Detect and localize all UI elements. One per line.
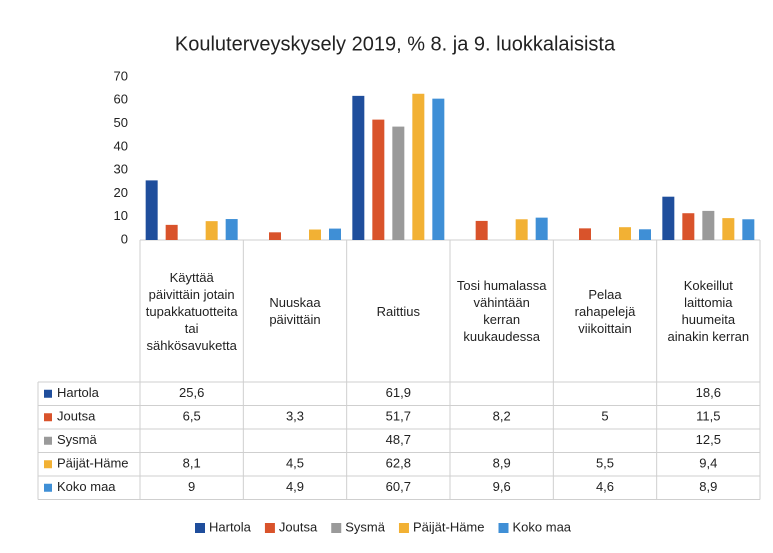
legend-label: Joutsa xyxy=(279,519,318,534)
row-header: Hartola xyxy=(57,385,100,400)
bar xyxy=(619,227,631,240)
legend-swatch xyxy=(264,523,275,533)
legend-swatch xyxy=(498,523,509,533)
table-cell: 8,1 xyxy=(183,456,201,471)
category-label: Raittius xyxy=(376,303,420,319)
bar xyxy=(269,232,281,240)
table-cell: 12,5 xyxy=(696,432,721,447)
bar xyxy=(225,219,238,240)
table-cell: 9 xyxy=(188,479,195,494)
legend-label: Päijät-Häme xyxy=(413,519,485,534)
bar xyxy=(205,221,218,240)
bar xyxy=(579,228,591,240)
bar xyxy=(515,219,528,240)
y-tick-label: 10 xyxy=(114,208,128,223)
bar xyxy=(662,196,675,240)
table-cell: 25,6 xyxy=(179,385,204,400)
table-cell: 5 xyxy=(601,409,608,424)
table-cell: 4,9 xyxy=(286,479,304,494)
y-tick-label: 20 xyxy=(114,185,128,200)
bar xyxy=(535,217,548,240)
y-tick-label: 70 xyxy=(114,68,128,83)
category-label: Kokeillut laittomia huumeita ainakin ker… xyxy=(667,278,750,344)
table-cell: 3,3 xyxy=(286,409,304,424)
bar xyxy=(682,213,695,240)
bar xyxy=(412,93,425,240)
legend-swatch xyxy=(398,523,409,533)
category-label: Pelaa rahapelejä viikoittain xyxy=(574,286,636,336)
bar xyxy=(639,229,651,240)
table-cell: 4,6 xyxy=(596,479,614,494)
table-cell: 9,6 xyxy=(493,479,511,494)
table-cell: 4,5 xyxy=(286,456,304,471)
legend-label: Hartola xyxy=(209,519,252,534)
legend-swatch xyxy=(331,523,342,533)
category-label: Käyttää päivittäin jotain tupakkatuottei… xyxy=(145,269,238,353)
y-tick-label: 0 xyxy=(121,231,128,246)
legend-swatch xyxy=(195,523,205,533)
bar xyxy=(722,218,735,240)
y-tick-label: 40 xyxy=(114,138,128,153)
legend-swatch xyxy=(44,436,52,445)
legend-label: Sysmä xyxy=(345,519,386,534)
bar xyxy=(329,228,341,240)
legend-swatch xyxy=(44,413,52,422)
bar xyxy=(742,219,755,240)
legend-label: Koko maa xyxy=(513,519,572,534)
bar xyxy=(372,119,385,240)
table-cell: 11,5 xyxy=(696,409,720,424)
legend-swatch xyxy=(44,460,52,469)
table-cell: 61,9 xyxy=(386,385,411,400)
bar xyxy=(352,95,365,241)
y-tick-label: 50 xyxy=(114,115,128,130)
table-cell: 48,7 xyxy=(386,432,411,447)
table-cell: 51,7 xyxy=(386,409,411,424)
table-cell: 6,5 xyxy=(183,409,201,424)
bar xyxy=(475,220,488,240)
table-cell: 5,5 xyxy=(596,456,614,471)
bar xyxy=(309,229,321,240)
bar xyxy=(432,98,445,240)
row-header: Sysmä xyxy=(57,432,98,447)
table-cell: 62,8 xyxy=(386,456,411,471)
bar xyxy=(702,210,715,240)
category-label: Tosi humalassa vähintään kerran kuukaude… xyxy=(456,278,547,344)
bar xyxy=(392,126,405,240)
table-cell: 18,6 xyxy=(696,385,721,400)
table-cell: 9,4 xyxy=(699,456,717,471)
bar xyxy=(145,180,158,240)
y-tick-label: 60 xyxy=(114,92,128,107)
table-cell: 8,9 xyxy=(493,456,511,471)
category-label: Nuuskaa päivittäin xyxy=(269,295,321,327)
legend-swatch xyxy=(44,389,52,398)
chart-title: Kouluterveyskysely 2019, % 8. ja 9. luok… xyxy=(175,33,616,55)
legend-swatch xyxy=(44,483,52,492)
y-tick-label: 30 xyxy=(114,162,128,177)
row-header: Koko maa xyxy=(57,479,116,494)
bar xyxy=(165,224,178,240)
row-header: Päijät-Häme xyxy=(57,456,129,471)
table-cell: 8,2 xyxy=(493,409,511,424)
table-cell: 8,9 xyxy=(699,479,717,494)
row-header: Joutsa xyxy=(57,409,96,424)
table-cell: 60,7 xyxy=(386,479,411,494)
